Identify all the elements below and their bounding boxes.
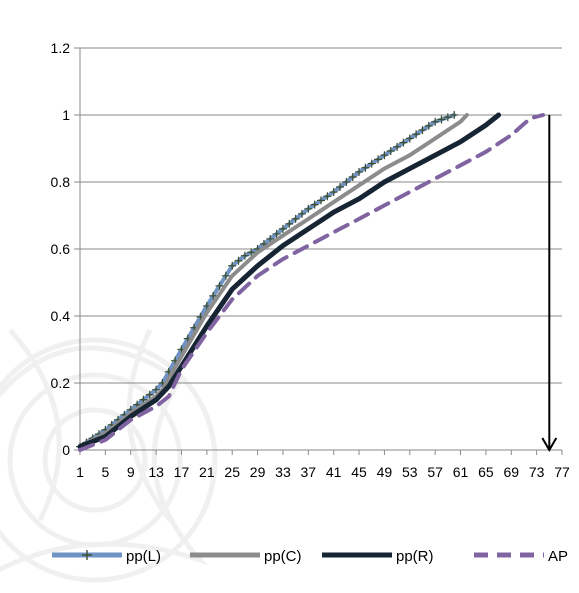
- x-tick-label: 41: [326, 464, 342, 480]
- x-tick-label: 33: [275, 464, 291, 480]
- data-point-marker: [380, 151, 389, 160]
- data-point-marker: [310, 200, 319, 209]
- x-tick-label: 53: [402, 464, 418, 480]
- data-point-marker: [323, 192, 332, 201]
- y-tick-label: 0.6: [51, 241, 71, 257]
- data-point-marker: [291, 214, 300, 223]
- x-tick-label: 61: [453, 464, 469, 480]
- gridlines: [80, 47, 562, 384]
- data-point-marker: [278, 224, 287, 233]
- legend-label: pp(L): [126, 548, 161, 565]
- x-tick-labels: 1 5 9 13 17 21 25 29 33 37 41 45 49 53 57 61 65 69 73 77: [76, 464, 570, 480]
- data-point-marker: [386, 147, 395, 156]
- x-tick-label: 65: [478, 464, 494, 480]
- series-line-ap: [78, 113, 545, 452]
- y-tick-labels: 0 0.2 0.4 0.6 0.8 1 1.2: [51, 40, 71, 458]
- y-tick-label: 0.2: [51, 375, 71, 391]
- data-point-marker: [234, 256, 243, 265]
- data-point-marker: [240, 251, 249, 260]
- data-point-marker: [399, 138, 408, 147]
- x-tick-label: 73: [529, 464, 545, 480]
- series-lines: [76, 111, 545, 452]
- data-point-marker: [152, 385, 161, 394]
- data-point-marker: [329, 188, 338, 197]
- data-point-marker: [215, 281, 224, 290]
- data-point-marker: [348, 172, 357, 181]
- x-tick-label: 5: [101, 464, 109, 480]
- data-point-marker: [437, 115, 446, 124]
- data-point-marker: [450, 111, 459, 119]
- data-point-marker: [418, 126, 427, 135]
- y-tick-label: 0.4: [51, 308, 71, 324]
- x-tick-label: 69: [503, 464, 519, 480]
- data-point-marker: [221, 271, 230, 280]
- data-point-marker: [361, 163, 370, 172]
- data-point-marker: [297, 209, 306, 218]
- data-point-marker: [336, 183, 345, 192]
- data-point-marker: [367, 159, 376, 168]
- data-point-marker: [393, 142, 402, 151]
- data-point-marker: [431, 117, 440, 126]
- axes: [74, 47, 563, 455]
- data-point-marker: [272, 229, 281, 238]
- x-tick-label: 17: [174, 464, 190, 480]
- x-tick-label: 45: [351, 464, 367, 480]
- data-point-marker: [412, 130, 421, 139]
- data-point-marker: [209, 291, 218, 300]
- legend-label: pp(C): [264, 548, 302, 565]
- x-tick-label: 21: [199, 464, 215, 480]
- legend: pp(L) pp(C) pp(R) AP: [52, 548, 568, 565]
- legend-label: pp(R): [396, 548, 434, 565]
- x-tick-label: 1: [76, 464, 84, 480]
- x-tick-label: 57: [427, 464, 443, 480]
- y-tick-label: 1.2: [51, 40, 71, 56]
- series-line-ppl: [78, 113, 457, 449]
- data-point-marker: [317, 196, 325, 205]
- data-point-marker: [145, 390, 154, 399]
- data-point-marker: [304, 204, 313, 213]
- series-line-ppr: [77, 112, 502, 450]
- data-point-marker: [443, 113, 452, 122]
- x-tick-label: 25: [224, 464, 240, 480]
- data-point-marker: [405, 134, 414, 143]
- x-tick-label: 29: [250, 464, 266, 480]
- x-tick-label: 13: [148, 464, 164, 480]
- legend-label: AP: [548, 548, 568, 565]
- data-point-marker: [247, 248, 256, 257]
- data-point-marker: [342, 178, 351, 186]
- x-tick-label: 9: [127, 464, 135, 480]
- legend-marker: [82, 550, 92, 560]
- data-point-marker: [374, 155, 383, 164]
- background-watermark: [0, 328, 218, 583]
- data-point-marker: [424, 121, 433, 130]
- data-point-marker: [228, 261, 237, 270]
- x-tick-label: 77: [554, 464, 570, 480]
- x-tick-label: 49: [377, 464, 393, 480]
- y-tick-label: 0: [62, 442, 70, 458]
- series-line-ppc: [78, 113, 469, 449]
- data-point-marker: [355, 167, 364, 176]
- x-tick-label: 37: [301, 464, 317, 480]
- y-tick-label: 1: [62, 107, 70, 123]
- data-point-marker: [285, 219, 294, 228]
- y-tick-label: 0.8: [51, 174, 71, 190]
